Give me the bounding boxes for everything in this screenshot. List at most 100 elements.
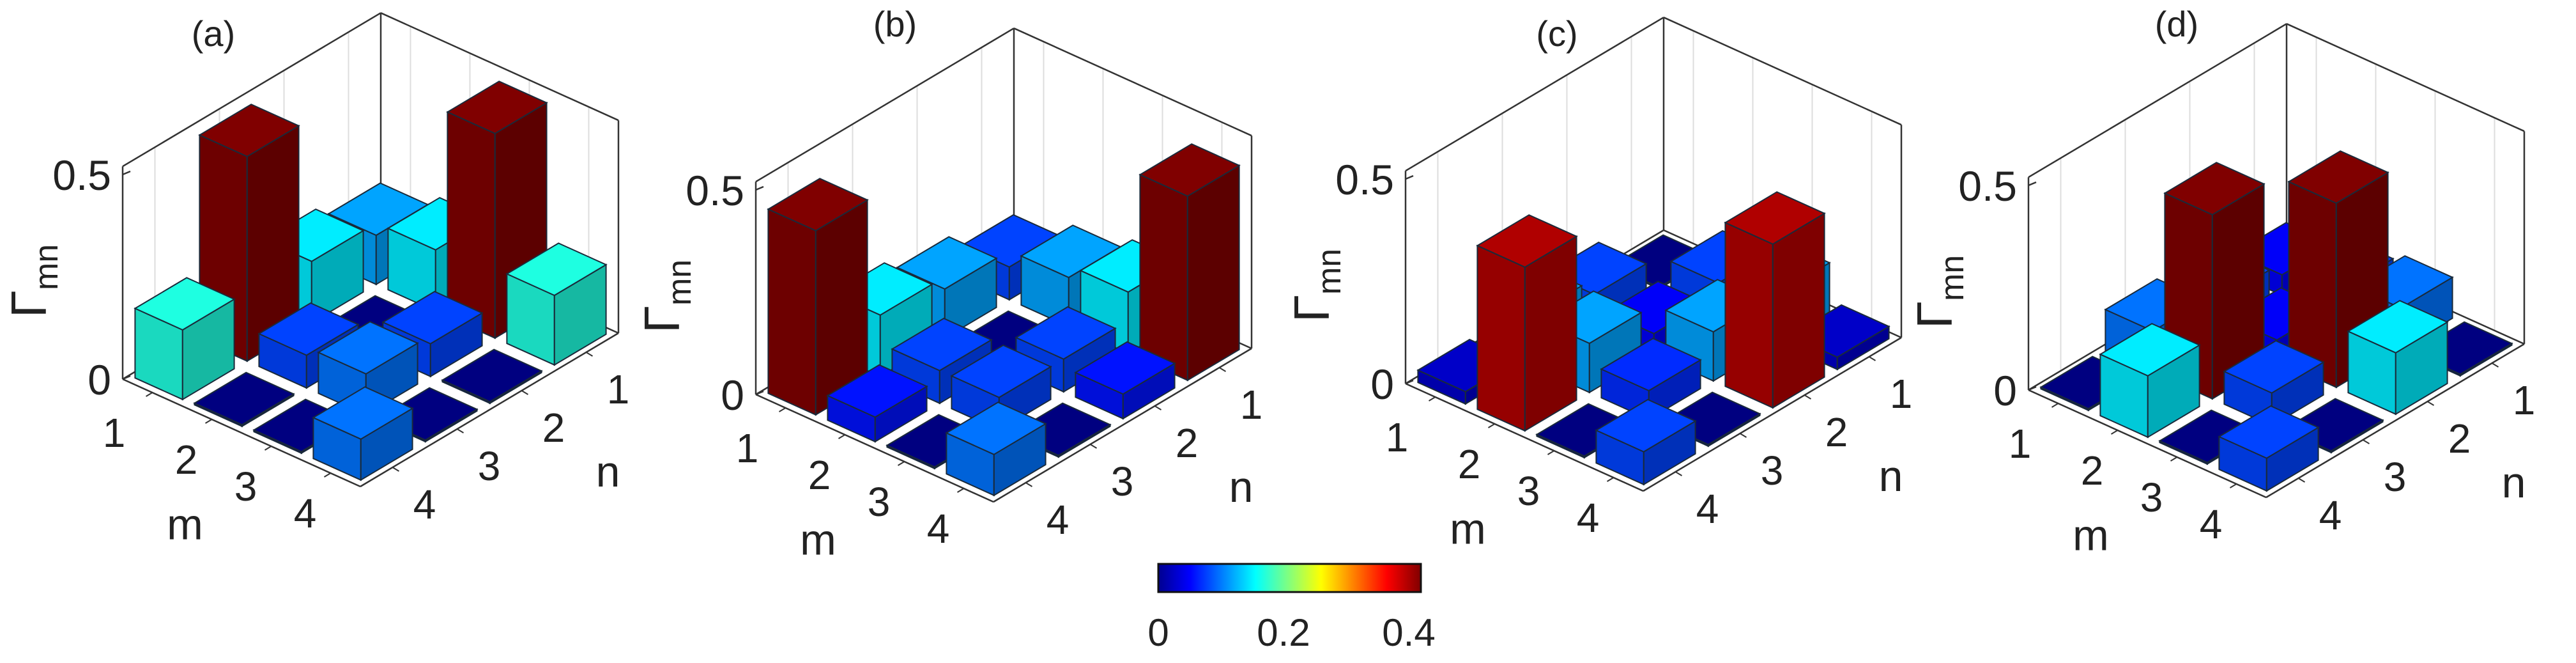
m-tick [2229, 483, 2237, 488]
axis-edge [122, 378, 361, 488]
n-axis-label: n [596, 448, 620, 496]
n-tick-label: 2 [1176, 420, 1199, 466]
bar-face-top [257, 302, 360, 356]
panel-label: (d) [2155, 4, 2198, 44]
bar-face-top [2223, 339, 2325, 394]
bar-face-top [1015, 306, 1117, 360]
m-tick [2051, 403, 2059, 408]
colorbar-tick-label-1: 0.2 [1257, 611, 1310, 654]
n-tick [456, 428, 464, 433]
bar-face-top [2218, 405, 2320, 459]
bar-face-right [1186, 164, 1240, 382]
n-tick-label: 2 [1825, 409, 1848, 455]
bar-m1-n4 [767, 178, 869, 416]
bar-m4-n2 [441, 348, 543, 405]
axis-edge [993, 347, 1252, 503]
n-axis-label: n [2502, 458, 2526, 507]
m-axis-label: m [2073, 511, 2109, 560]
z-axis-label: Γmn [1906, 255, 1971, 329]
n-tick [2426, 401, 2435, 406]
m-tick-label: 3 [868, 479, 891, 525]
z-tick-label: 0.5 [52, 152, 111, 199]
bar-m4-n1 [1138, 143, 1241, 382]
axis-edge [360, 332, 619, 488]
bar-m2-n3 [2163, 162, 2266, 400]
colorbar-gradient [1157, 563, 1422, 593]
n-tick [1739, 433, 1747, 438]
axis-box-edge [122, 12, 381, 168]
m-tick [897, 461, 905, 466]
m-tick-label: 2 [2081, 448, 2104, 494]
z-axis-label: Γmn [634, 260, 698, 333]
axis-edge [2266, 343, 2525, 499]
bar-m2-n4 [2099, 323, 2201, 439]
m-tick [778, 407, 786, 412]
m-tick-label: 3 [2140, 474, 2163, 520]
m-tick-label: 1 [736, 425, 759, 471]
n-tick [1089, 444, 1098, 449]
bar-face-top [1074, 341, 1176, 395]
n-tick-label: 1 [607, 366, 630, 412]
bar-face-top [198, 104, 300, 157]
m-tick-label: 2 [1458, 441, 1481, 487]
n-tick-label: 3 [1761, 448, 1784, 494]
axis-box-edge [1013, 27, 1252, 137]
bar-face-top [2287, 150, 2389, 204]
m-tick-label: 2 [175, 437, 198, 483]
bar-face-left [1724, 221, 1774, 409]
m-tick [1487, 423, 1496, 428]
bar-face-top [2347, 300, 2449, 354]
axis-edge [2028, 389, 2267, 499]
bar-face-top [1724, 191, 1826, 245]
n-tick-label: 4 [1696, 486, 1719, 532]
n-tick-label: 4 [2319, 492, 2342, 538]
m-tick [1547, 450, 1555, 455]
bar-face-left [1476, 244, 1526, 432]
n-tick [2491, 363, 2499, 368]
n-tick [2362, 439, 2370, 444]
bar-face-top [446, 81, 548, 134]
bar-m4-n2 [2347, 300, 2449, 416]
colorbar: 0 0.2 0.4 [1147, 563, 1436, 654]
z-tick [1405, 175, 1414, 180]
bar-face-top [193, 371, 295, 426]
n-tick-label: 4 [413, 481, 436, 527]
bar-m4-n4 [945, 402, 1047, 497]
z-tick [2028, 181, 2037, 187]
axis-box-edge [755, 27, 1015, 183]
bar-face-top [381, 290, 484, 345]
m-axis-label: m [167, 501, 203, 549]
m-tick [1606, 477, 1614, 482]
axis-box-edge [2028, 23, 2287, 178]
n-tick [1868, 356, 1876, 361]
m-axis-label: m [1450, 505, 1486, 554]
bar-face-left [767, 208, 816, 416]
bar-face-top [441, 348, 543, 403]
n-tick-label: 1 [2513, 377, 2536, 423]
axis-edge [1405, 382, 1644, 492]
z-tick [755, 390, 764, 396]
n-tick-label: 3 [478, 443, 501, 489]
panel-label: (a) [192, 13, 235, 54]
z-tick-label: 0.5 [686, 167, 744, 214]
axis-box-edge [1405, 17, 1664, 172]
axis-box-edge [2286, 23, 2525, 132]
n-axis-label: n [1229, 463, 1254, 511]
bar-m2-n4 [826, 364, 928, 443]
bar-face-top [891, 317, 993, 371]
bar-face-top [2099, 323, 2201, 377]
panel-label: (b) [873, 4, 917, 44]
m-tick [956, 488, 965, 493]
bar-face-top [134, 277, 236, 331]
n-tick [1025, 482, 1033, 487]
m-tick [2110, 430, 2119, 435]
bar-m4-n2 [1724, 191, 1826, 409]
bar-face-top [896, 236, 998, 290]
n-tick-label: 3 [2384, 454, 2407, 500]
m-tick-label: 2 [808, 452, 831, 498]
m-tick [204, 419, 213, 424]
